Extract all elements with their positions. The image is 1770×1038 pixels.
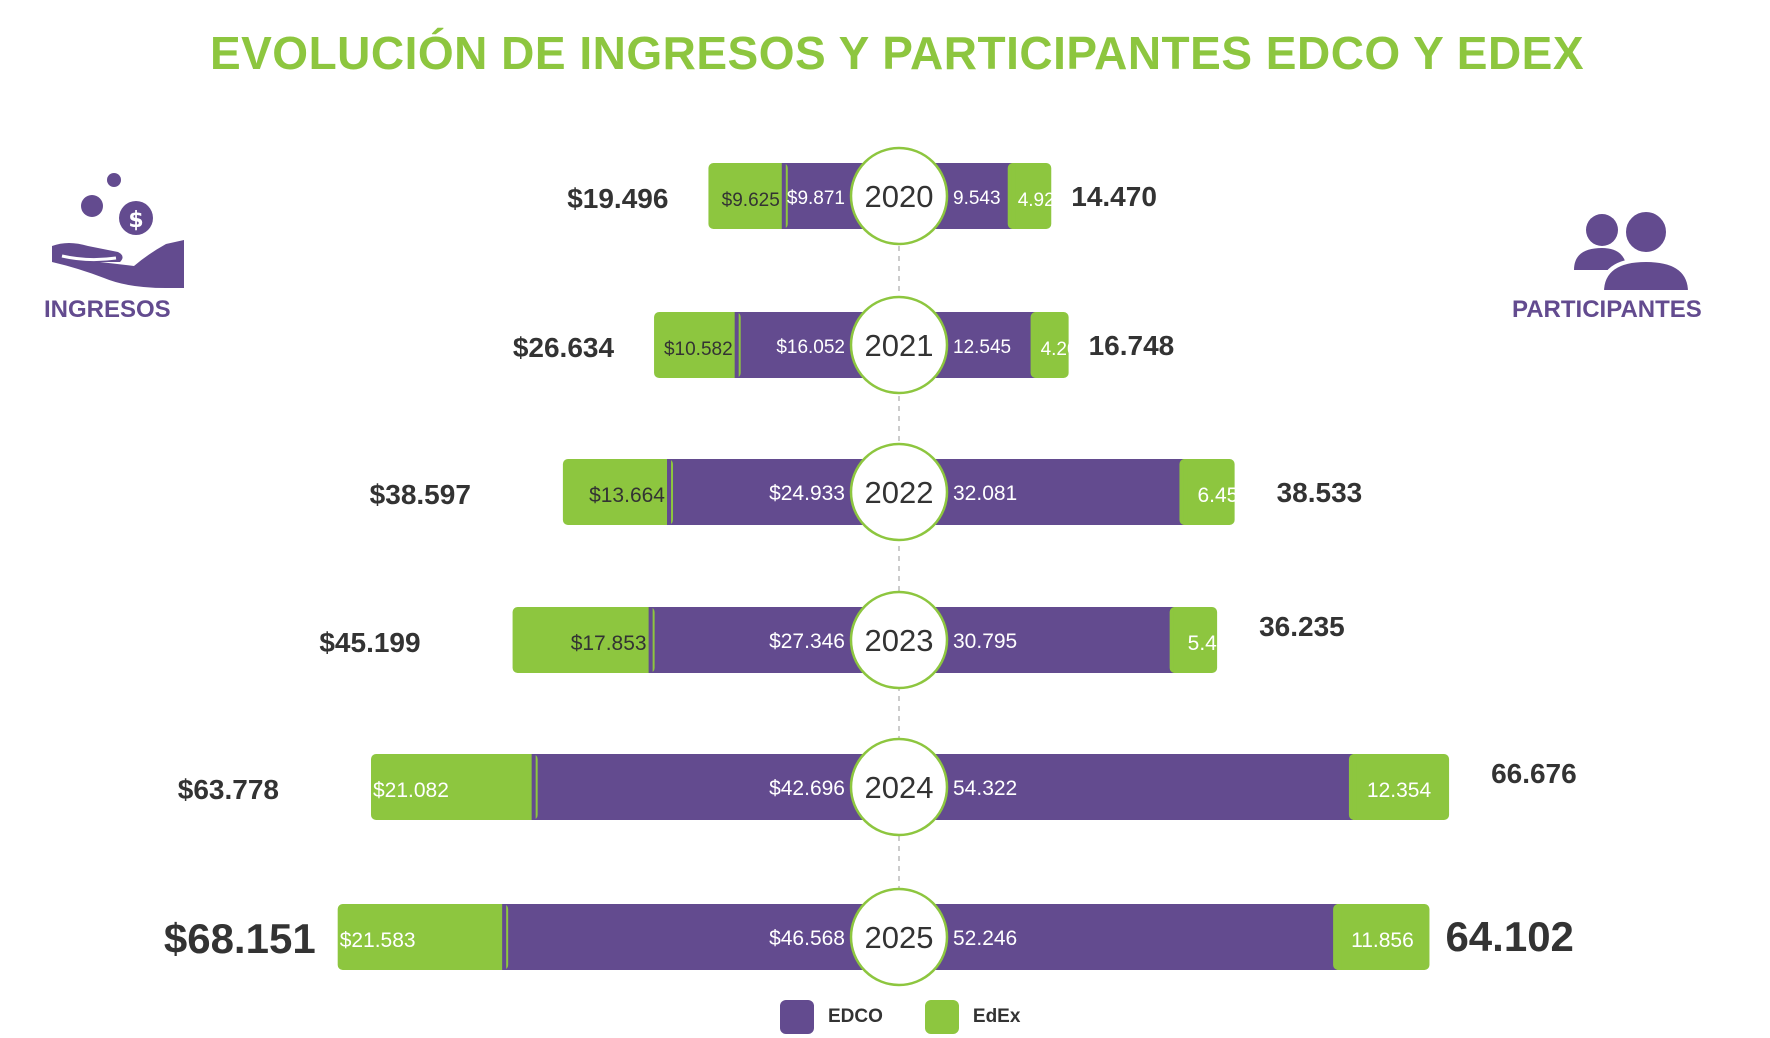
total-participantes-2020: 14.470 (1071, 181, 1157, 212)
ingresos-label: INGRESOS (44, 296, 171, 323)
label-ingresos-edex-2023: $17.853 (571, 632, 647, 655)
bar-participantes-join-2021 (1034, 312, 1039, 378)
svg-text:$: $ (128, 208, 143, 233)
label-participantes-edex-2025: 11.856 (1351, 929, 1414, 952)
label-participantes-edex-2023: 5.440 (1188, 632, 1241, 655)
label-participantes-edex-2020: 4.927 (1018, 190, 1066, 211)
bar-participantes-edex-2023 (1169, 607, 1218, 673)
year-label-2023: 2023 (865, 623, 934, 658)
bar-participantes-edex-2021 (1030, 312, 1069, 378)
year-circle-2022 (849, 442, 949, 542)
year-circle-2025 (849, 887, 949, 987)
year-label-2025: 2025 (865, 920, 934, 955)
bar-ingresos-edex-2021 (654, 312, 741, 378)
bar-ingresos-join-2023 (648, 607, 653, 673)
hand-money-icon: $ (52, 173, 184, 288)
total-participantes-2021: 16.748 (1089, 330, 1175, 361)
year-circle-2023 (849, 590, 949, 690)
bar-ingresos-join-2020 (781, 163, 786, 229)
year-label-2021: 2021 (865, 328, 934, 363)
total-ingresos-2022: $38.597 (370, 479, 471, 510)
total-participantes-2024: 66.676 (1491, 758, 1577, 789)
legend-label-edco: EDCO (828, 1006, 883, 1027)
label-ingresos-edco-2025: $46.568 (769, 927, 845, 950)
participantes-label: PARTICIPANTES (1512, 296, 1702, 323)
people-icon (1574, 208, 1692, 294)
bar-participantes-join-2024 (1352, 754, 1357, 820)
bar-participantes-edex-2020 (1007, 163, 1052, 229)
label-ingresos-edco-2020: $9.871 (787, 188, 845, 209)
total-ingresos-2020: $19.496 (567, 183, 668, 214)
year-circle-2021 (849, 295, 949, 395)
legend: EDCO EdEx (780, 1000, 1062, 1034)
bar-participantes-edco-2024 (899, 754, 1355, 820)
label-ingresos-edco-2023: $27.346 (769, 630, 845, 653)
bar-participantes-join-2020 (1011, 163, 1016, 229)
year-label-2020: 2020 (865, 179, 934, 214)
year-label-2022: 2022 (865, 475, 934, 510)
bar-participantes-edco-2025 (899, 904, 1340, 970)
chart-title: EVOLUCIÓN DE INGRESOS Y PARTICIPANTES ED… (209, 27, 1585, 79)
total-ingresos-2024: $63.778 (178, 774, 279, 805)
label-participantes-edco-2021: 12.545 (953, 337, 1011, 358)
label-participantes-edco-2022: 32.081 (953, 482, 1017, 505)
legend-label-edex: EdEx (972, 1006, 1021, 1027)
label-participantes-edco-2023: 30.795 (953, 630, 1017, 653)
legend-item-edco: EDCO (780, 1000, 883, 1034)
year-circle-2020 (849, 146, 949, 246)
label-ingresos-edex-2024: $21.082 (373, 779, 449, 802)
bar-participantes-edex-2025 (1333, 904, 1430, 970)
total-participantes-2025: 64.102 (1445, 913, 1573, 960)
bar-ingresos-edex-2022 (562, 459, 674, 525)
bar-ingresos-join-2021 (734, 312, 739, 378)
label-ingresos-edco-2021: $16.052 (776, 337, 845, 358)
label-ingresos-edex-2021: $10.582 (664, 339, 733, 360)
year-label-2024: 2024 (865, 770, 934, 805)
total-ingresos-2025: $68.151 (164, 915, 316, 962)
year-circle-2024 (849, 737, 949, 837)
bar-participantes-join-2025 (1337, 904, 1342, 970)
label-ingresos-edex-2025: $21.583 (340, 929, 416, 952)
label-participantes-edex-2022: 6.452 (1197, 484, 1250, 507)
label-participantes-edex-2021: 4.203 (1041, 339, 1089, 360)
bar-ingresos-edex-2024 (371, 754, 538, 820)
legend-swatch-edco (780, 1000, 814, 1034)
bar-ingresos-edex-2025 (337, 904, 509, 970)
bar-ingresos-edco-2024 (531, 754, 899, 820)
total-ingresos-2021: $26.634 (513, 332, 615, 363)
bar-ingresos-join-2024 (531, 754, 536, 820)
label-ingresos-edex-2020: $9.625 (722, 190, 780, 211)
total-participantes-2023: 36.235 (1259, 611, 1345, 642)
bar-participantes-edex-2024 (1348, 754, 1450, 820)
bar-ingresos-edex-2023 (512, 607, 655, 673)
label-ingresos-edex-2022: $13.664 (589, 484, 665, 507)
label-participantes-edco-2025: 52.246 (953, 927, 1017, 950)
bar-participantes-join-2023 (1173, 607, 1178, 673)
bar-ingresos-join-2022 (667, 459, 672, 525)
total-participantes-2022: 38.533 (1277, 477, 1363, 508)
label-ingresos-edco-2022: $24.933 (769, 482, 845, 505)
bar-ingresos-edex-2020 (708, 163, 788, 229)
legend-item-edex: EdEx (924, 1000, 1021, 1034)
bar-participantes-join-2022 (1183, 459, 1188, 525)
bar-ingresos-join-2025 (502, 904, 507, 970)
legend-swatch-edex (924, 1000, 959, 1034)
label-participantes-edco-2024: 54.322 (953, 777, 1017, 800)
total-ingresos-2023: $45.199 (319, 627, 420, 658)
bar-ingresos-edco-2025 (502, 904, 899, 970)
label-participantes-edex-2024: 12.354 (1367, 779, 1432, 802)
label-participantes-edco-2020: 9.543 (953, 188, 1001, 209)
label-ingresos-edco-2024: $42.696 (769, 777, 845, 800)
bar-participantes-edex-2022 (1179, 459, 1235, 525)
